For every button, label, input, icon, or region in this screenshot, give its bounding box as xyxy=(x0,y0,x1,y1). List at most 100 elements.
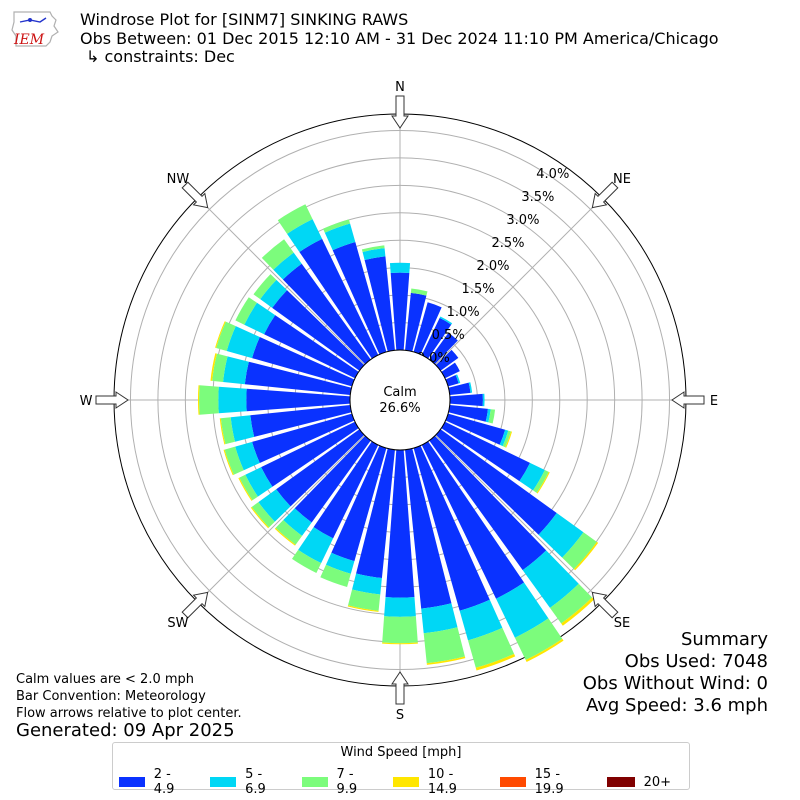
wind-bar-segment xyxy=(382,616,418,644)
flow-arrow-icon xyxy=(181,591,209,619)
wind-bar-segment xyxy=(219,418,226,445)
legend-swatch xyxy=(210,777,237,787)
wind-bar-segment xyxy=(235,297,257,325)
flow-arrow-icon xyxy=(591,591,619,619)
svg-text:IEM: IEM xyxy=(13,32,45,48)
wind-bar-segment xyxy=(445,413,506,445)
wind-bar-segment xyxy=(562,532,597,570)
wind-bar-segment xyxy=(459,599,503,641)
wind-bar-segment xyxy=(421,441,525,599)
wind-bar-segment xyxy=(218,386,247,414)
wind-bar-segment xyxy=(238,477,253,501)
wind-bar-segment xyxy=(276,429,365,507)
legend-swatch xyxy=(119,777,145,787)
legend-label: 7 - 9.9 xyxy=(336,767,358,797)
wind-bar-segment xyxy=(253,274,277,300)
radial-tick-label: 3.5% xyxy=(521,190,554,205)
wind-bar-segment xyxy=(356,448,395,579)
legend: Wind Speed [mph] 2 - 4.9 5 - 6.9 7 - 9.9 10… xyxy=(112,742,690,797)
legend-swatch xyxy=(301,777,328,787)
direction-label: N xyxy=(395,80,405,95)
wind-bar-segment xyxy=(223,356,249,385)
wind-bar-segment xyxy=(275,520,303,545)
legend-title: Wind Speed [mph] xyxy=(340,745,462,760)
wind-bar-segment xyxy=(230,415,255,442)
direction-label: NW xyxy=(167,172,190,187)
grid-spoke xyxy=(197,197,365,365)
flow-arrow-icon xyxy=(95,391,129,409)
wind-bar-segment xyxy=(325,552,355,574)
wind-bar-segment xyxy=(212,353,228,383)
wind-bar-segment xyxy=(331,445,387,562)
wind-bar-segment xyxy=(448,382,471,395)
wind-bar-segment xyxy=(413,302,442,355)
wind-bar-segment xyxy=(244,302,276,335)
direction-label: NE xyxy=(613,172,631,187)
radial-tick-label: 1.0% xyxy=(447,305,480,320)
flow-arrow-icon xyxy=(591,181,619,209)
legend-label: 2 - 4.9 xyxy=(153,767,175,797)
legend-item: 5 - 6.9 xyxy=(210,767,283,797)
wind-bar-segment xyxy=(426,656,466,665)
wind-bar-segment xyxy=(250,506,269,529)
wind-bar-segment xyxy=(347,605,379,612)
wind-bar-segment xyxy=(561,597,595,626)
direction-label: SW xyxy=(167,616,188,631)
wind-bar-segment xyxy=(272,290,365,371)
wind-bar-segment xyxy=(313,441,379,539)
wind-bar-segment xyxy=(496,582,549,638)
wind-bar-segment xyxy=(499,429,509,447)
chart-title: Windrose Plot for [SINM7] SINKING RAWS xyxy=(80,10,409,29)
wind-bar-segment xyxy=(413,445,490,611)
wind-bar-segment xyxy=(332,242,387,355)
wind-bar-segment xyxy=(348,589,381,611)
grid-spoke xyxy=(435,197,603,365)
wind-bar-segment xyxy=(235,441,260,471)
calm-circle xyxy=(349,349,451,451)
wind-bar-segment xyxy=(468,627,515,668)
wind-bar-segment xyxy=(429,435,547,571)
summary-obs-without-wind: Obs Without Wind: 0 xyxy=(582,673,768,694)
summary-heading: Summary xyxy=(681,629,768,650)
wind-bar-segment xyxy=(514,618,563,660)
wind-bar-segment xyxy=(485,408,491,423)
wind-bar-segment xyxy=(573,541,599,571)
legend-item: 2 - 4.9 xyxy=(119,767,192,797)
legend-label: 15 - 19.9 xyxy=(534,767,564,797)
wind-bar-segment xyxy=(364,256,395,352)
wind-bar-segment xyxy=(239,474,258,501)
wind-bar-segment xyxy=(283,508,312,536)
wind-bar-segment xyxy=(261,239,294,270)
wind-bar-segment xyxy=(291,549,322,573)
wind-bar-segment xyxy=(199,385,219,415)
wind-bar-segment xyxy=(505,431,513,448)
wind-bar-segment xyxy=(258,489,291,522)
wind-bar-segment xyxy=(361,245,385,253)
wind-bar-segment xyxy=(210,353,217,381)
wind-bar-segment xyxy=(299,238,379,359)
wind-bar-segment xyxy=(435,429,557,535)
wind-bar-segment xyxy=(197,385,200,415)
legend-swatch xyxy=(393,777,419,787)
wind-bar-segment xyxy=(536,471,550,494)
flow-arrows-note: Flow arrows relative to plot center. xyxy=(16,706,242,721)
wind-bar-segment xyxy=(455,374,461,384)
generated-date: Generated: 09 Apr 2025 xyxy=(16,720,235,741)
radial-tick-label: 3.0% xyxy=(506,213,539,228)
wind-bar-segment xyxy=(215,321,226,348)
wind-bar-segment xyxy=(448,405,488,422)
wind-bar-segment xyxy=(441,421,531,482)
legend-label: 10 - 14.9 xyxy=(427,767,457,797)
flow-arrow-icon xyxy=(181,181,209,209)
wind-bar-segment xyxy=(216,321,236,351)
radial-tick-label: 2.5% xyxy=(491,236,524,251)
wind-bar-segment xyxy=(449,393,483,407)
wind-bar-segment xyxy=(441,362,460,379)
direction-label: SE xyxy=(614,616,630,631)
wind-bar-segment xyxy=(445,375,459,387)
calm-value: 26.6% xyxy=(379,401,420,416)
wind-bar-segment xyxy=(405,292,427,352)
wind-bar-segment xyxy=(525,638,564,662)
wind-bar-segment xyxy=(410,288,428,296)
